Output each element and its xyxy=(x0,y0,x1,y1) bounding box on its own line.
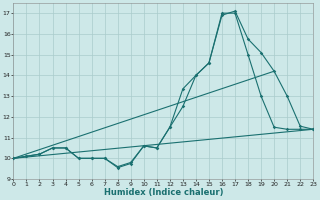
X-axis label: Humidex (Indice chaleur): Humidex (Indice chaleur) xyxy=(104,188,223,197)
